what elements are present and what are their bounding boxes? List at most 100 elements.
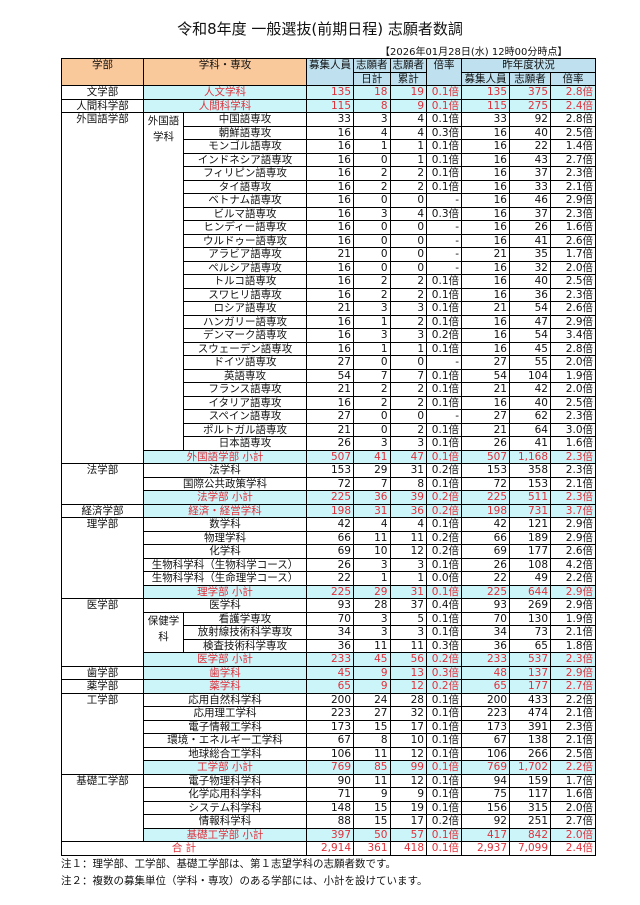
value-cell: 67 xyxy=(461,733,510,748)
value-cell: 4 xyxy=(389,206,427,221)
value-cell: 17 xyxy=(389,814,427,829)
value-cell: 3.0倍 xyxy=(550,422,596,437)
value-cell: 130 xyxy=(509,611,551,626)
value-cell: 1 xyxy=(389,152,427,167)
value-cell: 198 xyxy=(461,503,510,518)
value-cell: 375 xyxy=(509,85,551,100)
value-cell: 225 xyxy=(306,584,354,599)
header-prev-applicants: 志願者 xyxy=(509,71,551,86)
value-cell: 16 xyxy=(306,193,354,208)
value-cell: 0.2倍 xyxy=(426,503,462,518)
value-cell: 2.9倍 xyxy=(550,193,596,208)
value-cell: 0.1倍 xyxy=(426,274,462,289)
value-cell: 2.8倍 xyxy=(550,85,596,100)
value-cell: 16 xyxy=(306,328,354,343)
value-cell: 4 xyxy=(389,517,427,532)
value-cell: 2.0倍 xyxy=(550,260,596,275)
subject-cell: 物理学科 xyxy=(143,530,307,545)
value-cell: 3 xyxy=(353,206,391,221)
value-cell: 33 xyxy=(306,112,354,127)
subtotal-row: 薬学部 薬学科 65 9 12 0.2倍 65 177 2.7倍 xyxy=(61,679,596,694)
value-cell: 36 xyxy=(509,287,551,302)
table-row: デンマーク語専攻 16 3 3 0.2倍 16 54 3.4倍 xyxy=(62,328,596,343)
value-cell: 2.9倍 xyxy=(550,584,596,599)
value-cell: 0.1倍 xyxy=(426,98,462,113)
value-cell: 2.9倍 xyxy=(550,665,596,680)
value-cell: 0.1倍 xyxy=(426,449,462,464)
header-cumulative: 志願者 xyxy=(389,58,427,73)
value-cell: 0.1倍 xyxy=(426,517,462,532)
subject-cell: 日本語専攻 xyxy=(183,436,307,451)
faculty-cell: 医学部 xyxy=(61,598,144,667)
value-cell: 0.1倍 xyxy=(426,827,462,842)
subject-cell: スペイン語専攻 xyxy=(183,409,307,424)
value-cell: 0.4倍 xyxy=(426,598,462,613)
value-cell: 0.1倍 xyxy=(426,800,462,815)
value-cell: 4.2倍 xyxy=(550,557,596,572)
value-cell: 11 xyxy=(353,530,391,545)
value-cell: 115 xyxy=(461,98,510,113)
value-cell: 72 xyxy=(306,476,354,491)
value-cell: 121 xyxy=(509,517,551,532)
header-ratio: 倍率 xyxy=(426,58,462,86)
group-cell: 保健学科 xyxy=(143,611,184,653)
value-cell: 2.9倍 xyxy=(550,314,596,329)
value-cell: 28 xyxy=(389,692,427,707)
value-cell: 2.3倍 xyxy=(550,652,596,667)
faculty-cell: 経済学部 xyxy=(61,503,144,518)
value-cell: 22 xyxy=(461,571,510,586)
value-cell: 40 xyxy=(509,125,551,140)
table-row: スウェーデン語専攻 16 1 1 0.1倍 16 45 2.8倍 xyxy=(62,341,596,356)
value-cell: 189 xyxy=(509,530,551,545)
value-cell: 106 xyxy=(461,746,510,761)
subtotal-row: 医学部 小計 233 45 56 0.2倍 233 537 2.3倍 xyxy=(62,652,596,667)
value-cell: 1.4倍 xyxy=(550,139,596,154)
value-cell: 104 xyxy=(509,368,551,383)
value-cell: 11 xyxy=(389,530,427,545)
value-cell: 9 xyxy=(353,787,391,802)
value-cell: 2.1倍 xyxy=(550,733,596,748)
value-cell: 11 xyxy=(353,746,391,761)
value-cell: 177 xyxy=(509,544,551,559)
table-row: システム科学科 148 15 19 0.1倍 156 315 2.0倍 xyxy=(62,800,596,815)
value-cell: 0.1倍 xyxy=(426,422,462,437)
value-cell: 200 xyxy=(306,692,354,707)
subject-cell: 経済・経営学科 xyxy=(143,503,307,518)
table-row: スペイン語専攻 27 0 0-27 62 2.3倍 xyxy=(62,409,596,424)
value-cell: 33 xyxy=(461,112,510,127)
value-cell: 0.3倍 xyxy=(426,665,462,680)
value-cell: 358 xyxy=(509,463,551,478)
table-row: 外国語学部 外国語学科 中国語専攻 33 3 4 0.1倍 33 92 2.8倍 xyxy=(61,112,596,464)
value-cell: 7 xyxy=(353,476,391,491)
value-cell: 2.3倍 xyxy=(550,463,596,478)
value-cell: 21 xyxy=(461,247,510,262)
value-cell: 2.5倍 xyxy=(550,395,596,410)
value-cell: 12 xyxy=(389,679,427,694)
value-cell: 16 xyxy=(461,233,510,248)
subject-cell: 医学部 小計 xyxy=(143,652,307,667)
value-cell: 0.2倍 xyxy=(426,814,462,829)
value-cell: 36 xyxy=(461,638,510,653)
subject-cell: 電子物理科学科 xyxy=(143,773,307,788)
value-cell: 16 xyxy=(461,341,510,356)
value-cell: - xyxy=(426,260,462,275)
value-cell: 1.7倍 xyxy=(550,247,596,262)
table-row: ペルシア語専攻 16 0 0-16 32 2.0倍 xyxy=(62,260,596,275)
value-cell: 3 xyxy=(353,112,391,127)
value-cell: 1.9倍 xyxy=(550,368,596,383)
value-cell: 40 xyxy=(509,274,551,289)
value-cell: 0.1倍 xyxy=(426,85,462,100)
value-cell: 92 xyxy=(461,814,510,829)
value-cell: 8 xyxy=(389,476,427,491)
value-cell: 15 xyxy=(353,800,391,815)
value-cell: 54 xyxy=(509,301,551,316)
faculty-cell: 外国語学部 xyxy=(61,112,144,464)
value-cell: 16 xyxy=(306,152,354,167)
subject-cell: アラビア語専攻 xyxy=(183,247,307,262)
value-cell: 2.7倍 xyxy=(550,679,596,694)
value-cell: 2 xyxy=(389,395,427,410)
value-cell: 1 xyxy=(353,314,391,329)
value-cell: 41 xyxy=(509,233,551,248)
value-cell: 644 xyxy=(509,584,551,599)
value-cell: 21 xyxy=(306,382,354,397)
